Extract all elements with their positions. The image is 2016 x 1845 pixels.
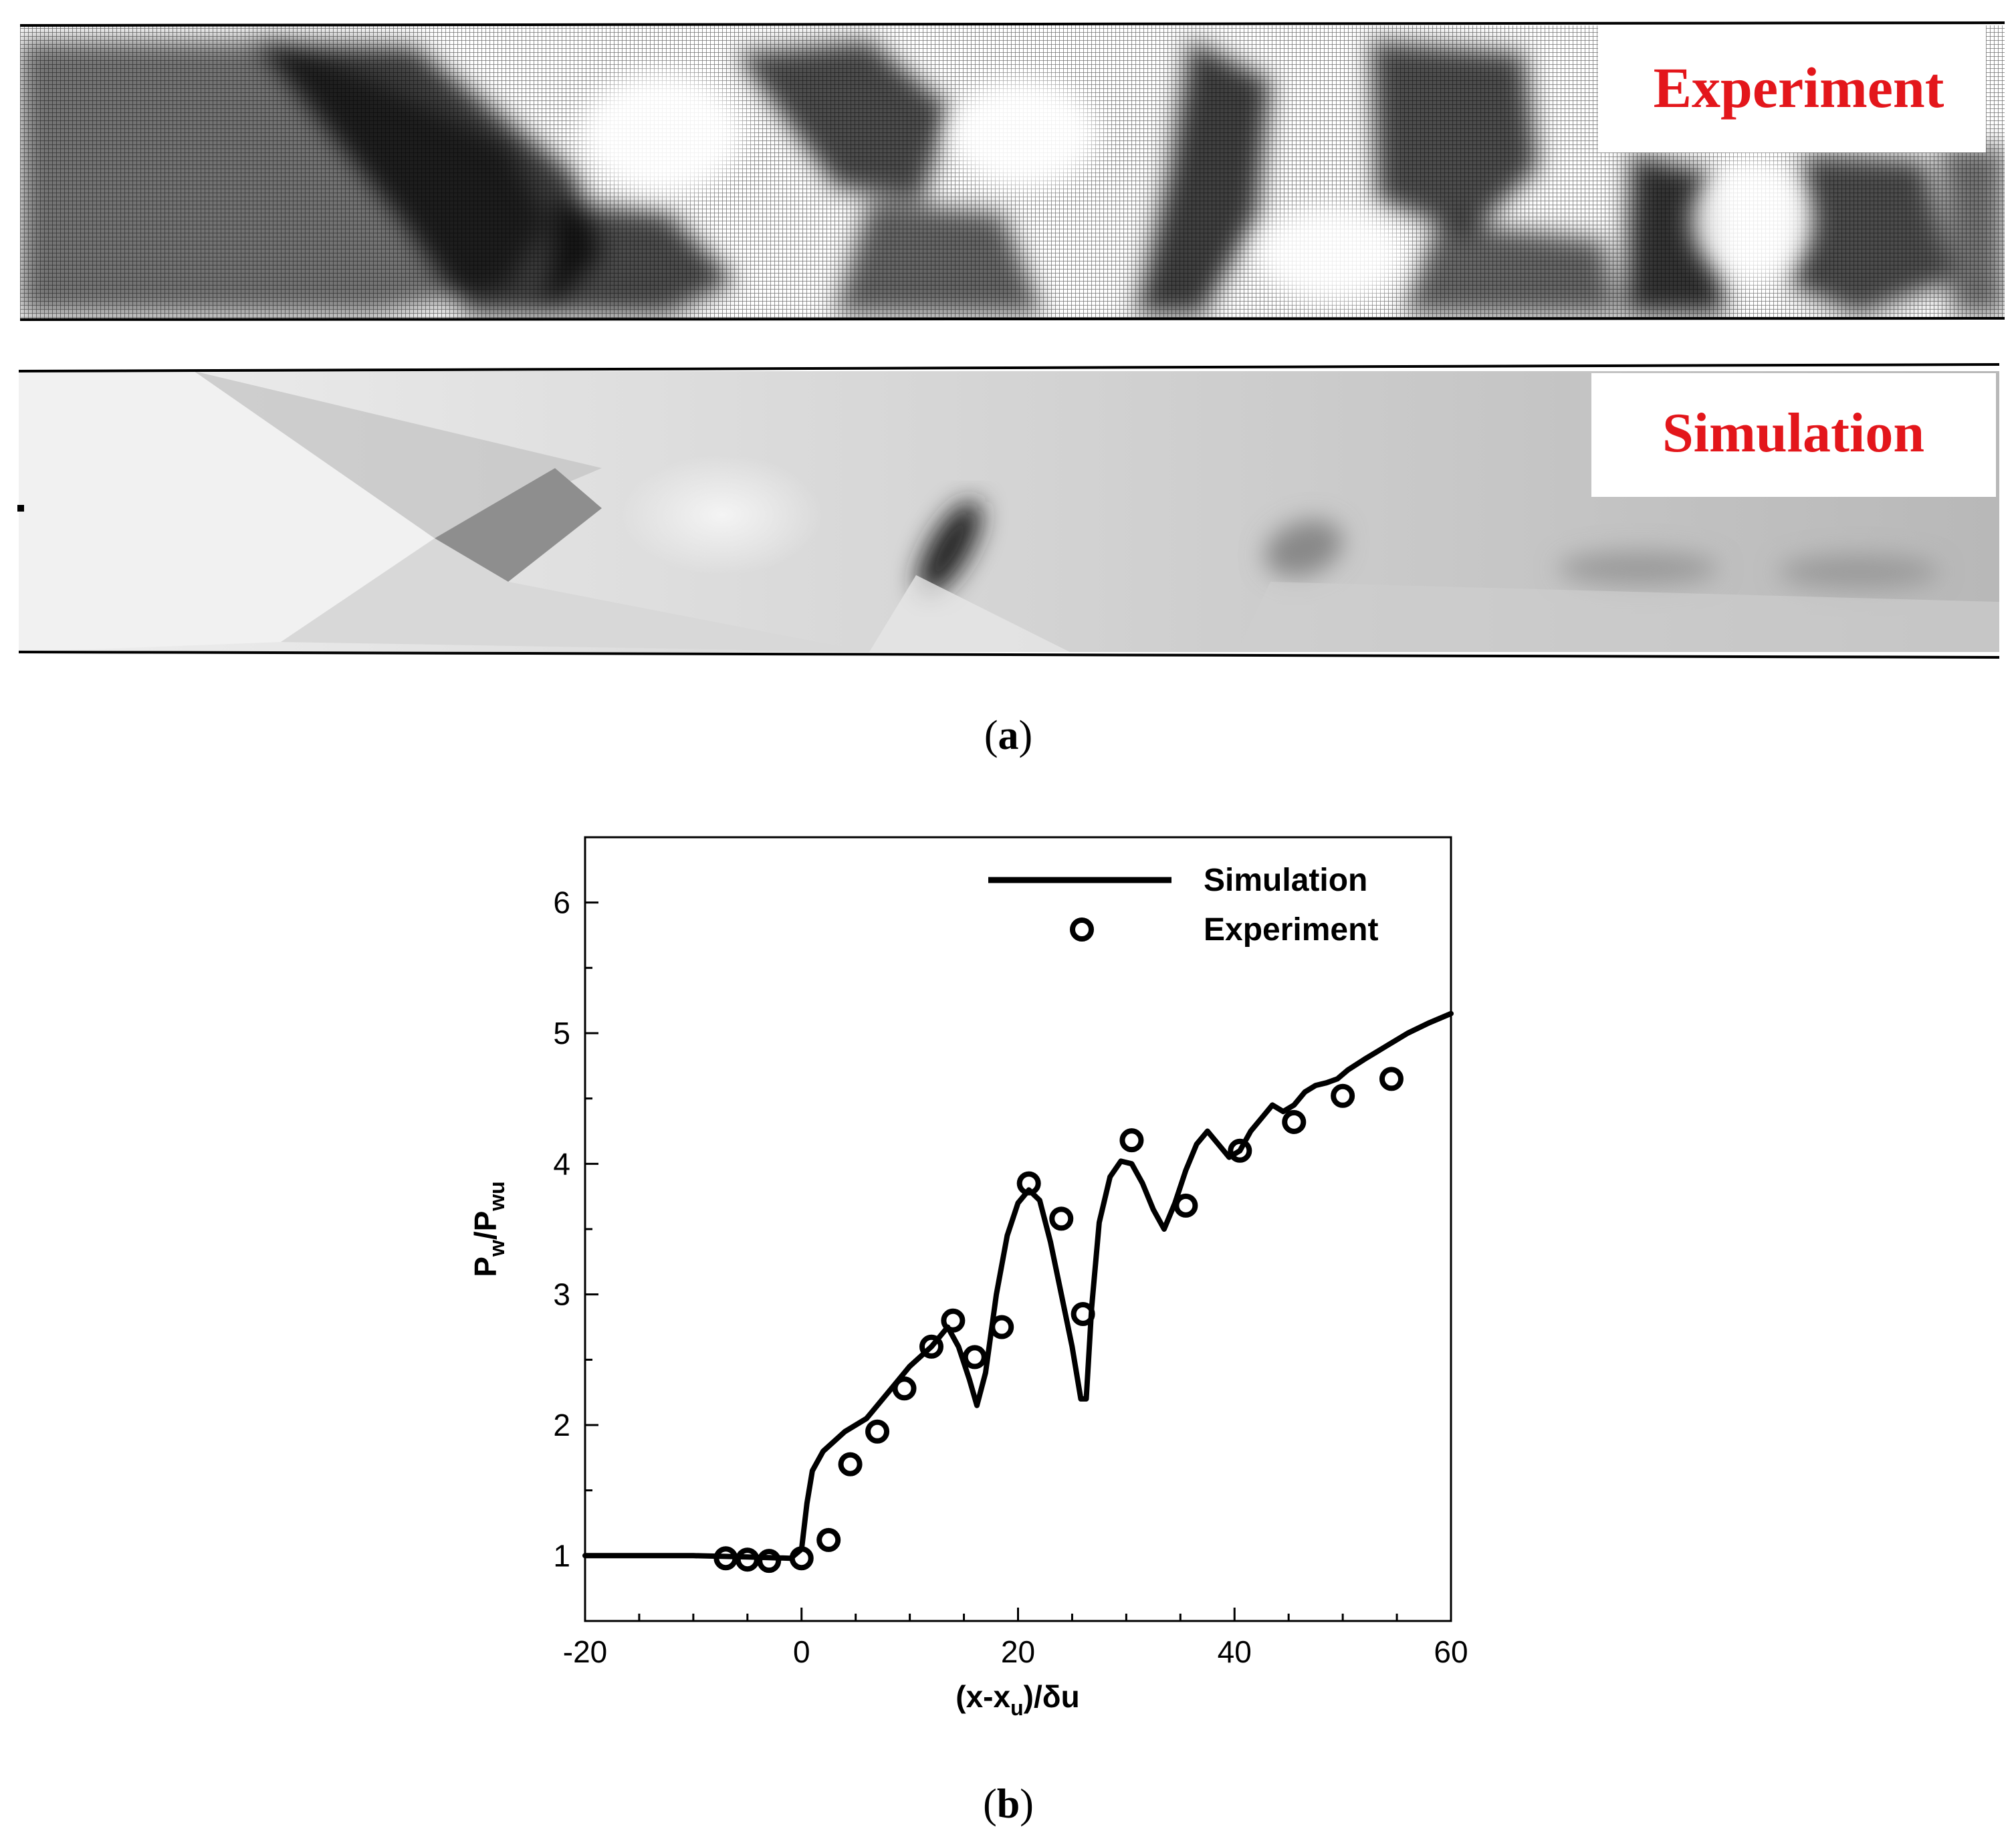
experiment-label: Experiment	[1654, 56, 1944, 120]
experiment-point	[757, 1549, 782, 1573]
legend-label-experiment: Experiment	[1204, 912, 1378, 948]
x-tick-label: 40	[1218, 1634, 1252, 1669]
experiment-point	[713, 1546, 738, 1571]
y-tick-label: 5	[553, 1016, 570, 1051]
experiment-point	[1282, 1109, 1307, 1134]
series-points-experiment	[713, 1067, 1404, 1573]
legend: Simulation Experiment	[988, 863, 1378, 948]
experiment-point	[1016, 1171, 1041, 1196]
experiment-point	[1379, 1067, 1404, 1091]
simulation-label-box	[1591, 373, 1996, 497]
x-ticks: -20 0 20 40 60	[563, 1608, 1468, 1669]
caption-b: (b)	[983, 1781, 1034, 1827]
experiment-point	[1228, 1138, 1252, 1163]
pressure-chart: -20 0 20 40 60 1 2 3 4 5 6 (x-xu)/δu Pw/Pwu Simul…	[468, 836, 1468, 1720]
plot-frame	[584, 836, 1452, 1622]
experiment-point	[1071, 1301, 1095, 1326]
experiment-point	[1331, 1083, 1355, 1108]
experiment-point	[816, 1527, 841, 1552]
experiment-point	[892, 1376, 917, 1401]
y-tick-label: 2	[553, 1408, 570, 1442]
experiment-point	[1119, 1128, 1144, 1153]
x-axis-label: (x-xu)/δu	[956, 1679, 1079, 1720]
simulation-image: Simulation	[17, 363, 2000, 659]
y-axis-label: Pw/Pwu	[468, 1181, 509, 1277]
experiment-point	[789, 1546, 814, 1571]
x-tick-label: 0	[793, 1634, 810, 1669]
x-tick-label: 60	[1434, 1634, 1468, 1669]
experiment-point	[1173, 1193, 1198, 1218]
experiment-point	[1049, 1206, 1074, 1231]
experiment-image: Experiment	[19, 21, 2005, 321]
experiment-point	[941, 1308, 966, 1333]
y-tick-label: 1	[553, 1538, 570, 1573]
y-tick-label: 3	[553, 1277, 570, 1312]
simulation-label: Simulation	[1662, 402, 1924, 464]
experiment-label-box	[1598, 25, 1986, 152]
experiment-point	[735, 1547, 760, 1572]
y-tick-label: 4	[553, 1146, 570, 1181]
experiment-point	[919, 1334, 943, 1359]
experiment-point	[865, 1419, 890, 1444]
series-line-simulation	[582, 1010, 1454, 1561]
legend-marker-swatch	[1070, 917, 1094, 942]
legend-label-simulation: Simulation	[1204, 863, 1367, 898]
experiment-point	[838, 1452, 863, 1477]
experiment-point	[990, 1315, 1014, 1339]
y-tick-label: 6	[553, 885, 570, 920]
y-ticks: 1 2 3 4 5 6	[553, 836, 598, 1622]
x-tick-label: 20	[1001, 1634, 1035, 1669]
caption-a: (a)	[984, 713, 1032, 758]
x-tick-label: -20	[563, 1634, 607, 1669]
experiment-point	[962, 1345, 987, 1370]
